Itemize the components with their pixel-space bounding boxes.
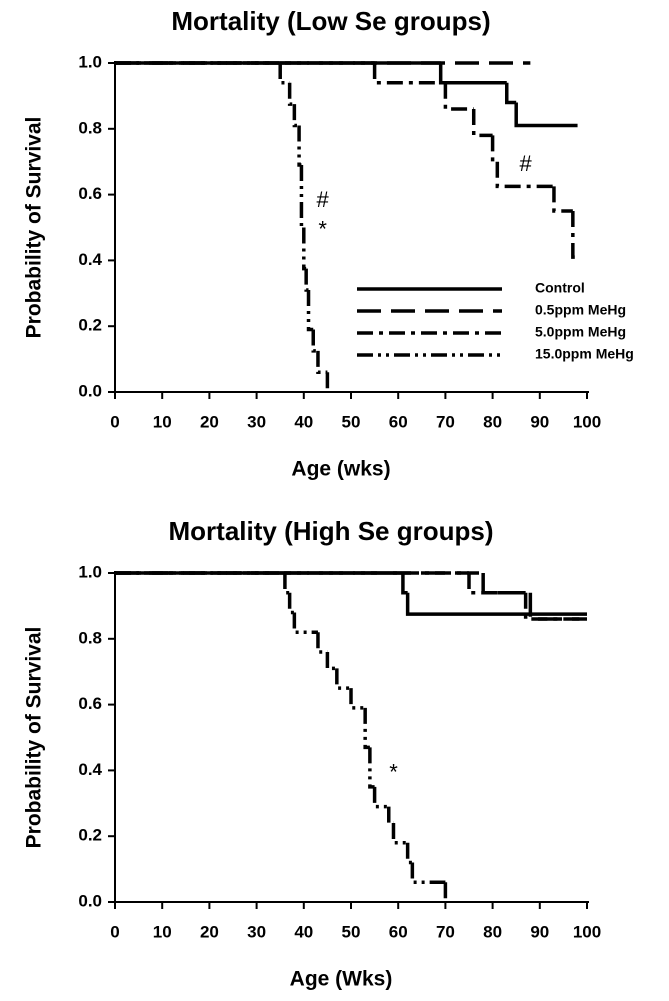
y-tick-label: 0.2: [78, 826, 102, 845]
legend-label: 5.0ppm MeHg: [535, 324, 626, 340]
x-tick-label: 70: [436, 412, 455, 431]
legend-label: 0.5ppm MeHg: [535, 302, 626, 318]
y-tick-label: 0.4: [78, 760, 102, 779]
survival-step: [387, 806, 394, 825]
survival-step: [410, 862, 446, 885]
survival-step: [438, 63, 507, 85]
x-tick-label: 80: [483, 412, 502, 431]
annotation: *: [318, 217, 327, 242]
survival-step: [372, 786, 389, 809]
x-axis-title: Age (wks): [291, 458, 390, 481]
survival-step: [481, 573, 531, 595]
survival-step: [552, 186, 573, 213]
x-tick-label: 30: [247, 412, 266, 431]
survival-step: [287, 592, 295, 615]
survival-step: [311, 329, 318, 353]
survival-step: [495, 161, 554, 189]
survival-step: [368, 747, 375, 789]
survival-step: [467, 573, 526, 595]
chart-title: Mortality (Low Se groups): [171, 6, 490, 36]
x-tick-label: 100: [573, 412, 601, 431]
x-tick-label: 70: [436, 922, 455, 941]
x-tick-label: 10: [153, 412, 172, 431]
survival-step: [490, 135, 498, 164]
x-tick-label: 30: [247, 922, 266, 941]
survival-step: [316, 350, 328, 375]
y-tick-label: 0.4: [78, 250, 102, 269]
survival-step: [505, 82, 517, 105]
survival-step: [514, 102, 578, 128]
x-tick-label: 40: [294, 922, 313, 941]
x-tick-label: 0: [110, 412, 119, 431]
chart-title: Mortality (High Se groups): [169, 516, 494, 546]
survival-step: [299, 164, 304, 230]
survival-step: [304, 268, 309, 292]
y-tick-label: 0.2: [78, 316, 102, 335]
y-tick-label: 1.0: [78, 52, 102, 71]
y-tick-label: 0.6: [78, 694, 102, 713]
survival-step: [471, 109, 493, 138]
x-axis-title: Age (Wks): [290, 968, 393, 991]
x-tick-label: 100: [573, 922, 601, 941]
x-tick-label: 90: [530, 922, 549, 941]
y-axis-title: Probability of Survival: [23, 117, 46, 339]
survival-step: [349, 688, 366, 710]
survival-step: [278, 63, 290, 85]
y-axis-title: Probability of Survival: [23, 627, 46, 849]
survival-step: [405, 592, 587, 616]
legend-label: 15.0ppm MeHg: [535, 346, 634, 362]
annotation: #: [317, 187, 330, 212]
y-tick-label: 0.0: [78, 891, 102, 910]
x-tick-label: 50: [342, 412, 361, 431]
y-tick-label: 0.8: [78, 118, 102, 137]
survival-step: [571, 211, 578, 259]
survival-step: [523, 592, 583, 621]
survival-step: [283, 573, 290, 595]
survival-step: [292, 612, 318, 634]
x-tick-label: 0: [110, 922, 119, 941]
x-tick-label: 10: [153, 922, 172, 941]
survival-step: [528, 592, 587, 621]
x-tick-label: 80: [483, 922, 502, 941]
legend-label: Control: [535, 280, 585, 296]
y-tick-label: 0.8: [78, 628, 102, 647]
survival-step: [443, 82, 474, 111]
survival-step: [401, 573, 408, 595]
y-tick-label: 0.6: [78, 184, 102, 203]
x-tick-label: 20: [200, 412, 219, 431]
y-tick-label: 0.0: [78, 381, 102, 400]
x-tick-label: 60: [389, 412, 408, 431]
survival-step: [297, 125, 302, 167]
survival-step: [391, 823, 408, 845]
annotation: #: [520, 151, 533, 176]
survival-step: [316, 632, 328, 654]
survival-step: [405, 842, 413, 865]
survival-step: [287, 82, 295, 106]
survival-step: [302, 227, 307, 271]
survival-step: [363, 707, 370, 750]
x-tick-label: 50: [342, 922, 361, 941]
x-tick-label: 90: [530, 412, 549, 431]
annotation: *: [389, 760, 398, 785]
survival-step: [292, 104, 300, 128]
survival-step: [325, 651, 337, 671]
survival-step: [335, 668, 351, 690]
survival-step: [372, 63, 446, 85]
x-tick-label: 40: [294, 412, 313, 431]
x-tick-label: 20: [200, 922, 219, 941]
x-tick-label: 60: [389, 922, 408, 941]
y-tick-label: 1.0: [78, 562, 102, 581]
survival-step: [306, 290, 314, 332]
